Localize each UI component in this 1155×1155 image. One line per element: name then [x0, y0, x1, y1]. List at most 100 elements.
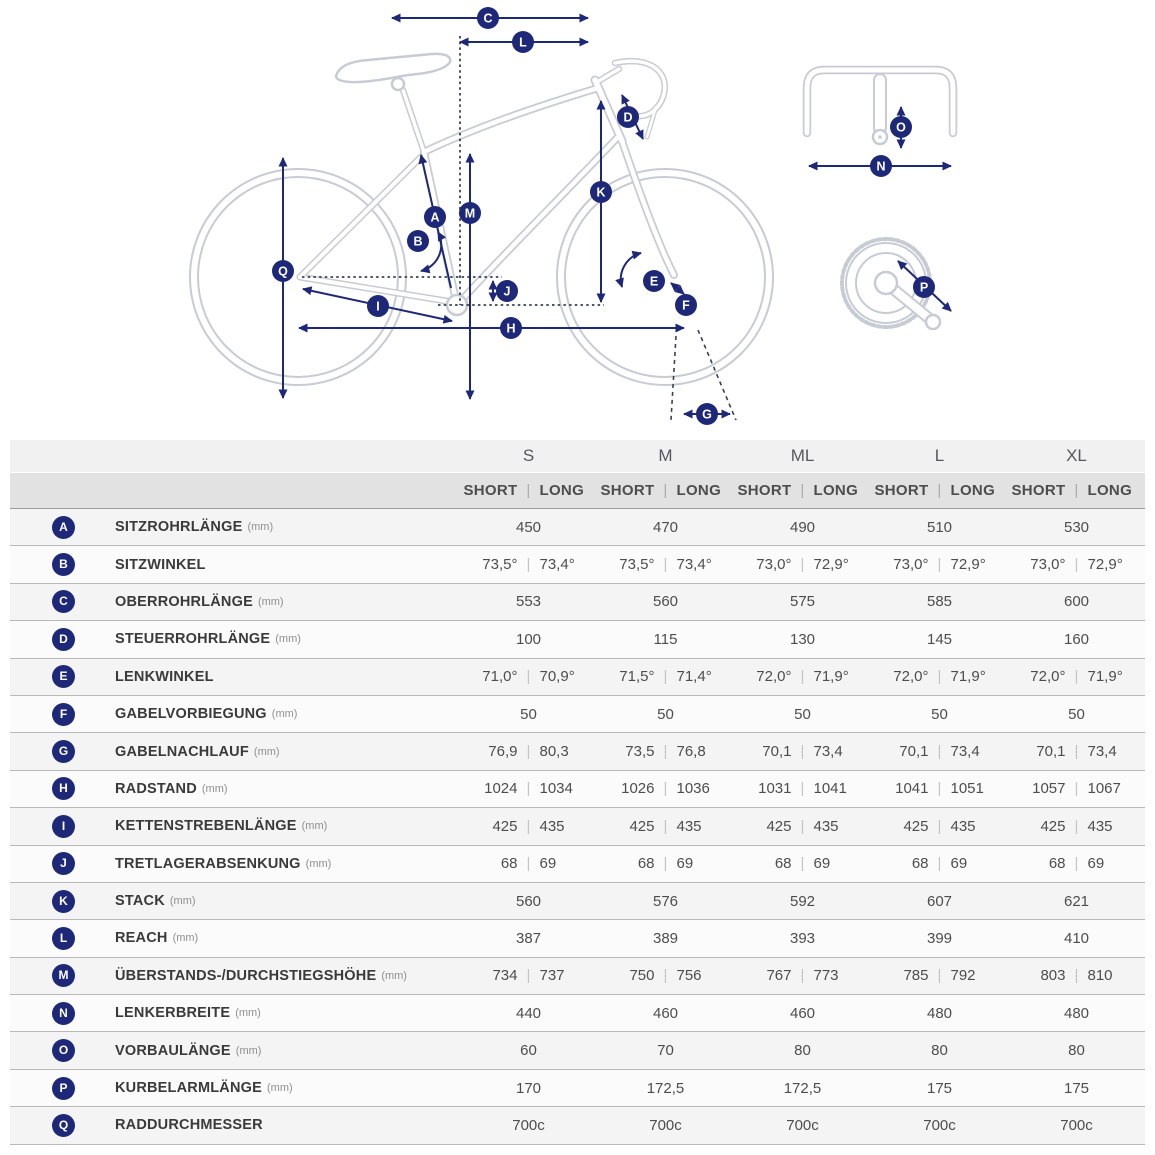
value-cell: 480	[1008, 1005, 1145, 1022]
value-short: 425	[1040, 817, 1066, 835]
value-long: 73,4°	[676, 556, 712, 574]
value-short: 73,5°	[619, 556, 655, 574]
value-short: 767	[766, 967, 792, 985]
row-unit: (mm)	[257, 595, 284, 608]
row-header: D STEUERROHRLÄNGE (mm)	[10, 627, 460, 651]
row-label: TRETLAGERABSENKUNG	[115, 855, 301, 872]
size-column-header-s: S	[522, 446, 535, 465]
value-separator: |	[1074, 743, 1079, 761]
value-short: 1024	[484, 780, 518, 798]
marker-circle	[367, 295, 389, 317]
marker-circle	[500, 317, 522, 339]
value: 100	[515, 630, 542, 648]
value-cell: 803 | 810	[1008, 967, 1145, 984]
value-short: 68	[774, 855, 792, 873]
value-long: 70,9°	[539, 668, 575, 686]
value-cell: 80	[871, 1042, 1008, 1059]
value-cell: 73,5 | 76,8	[597, 743, 734, 760]
row-label: SITZWINKEL	[115, 556, 206, 573]
value: 50	[794, 705, 811, 723]
row-label: STEUERROHRLÄNGE	[115, 631, 271, 648]
row-letter-badge: C	[52, 590, 75, 614]
table-row-p: P KURBELARMLÄNGE (mm) 170 172,5 172,5 175 175	[10, 1069, 1145, 1108]
value-long: 1036	[676, 780, 710, 798]
value-separator: |	[937, 743, 942, 761]
value-separator: |	[1074, 855, 1079, 873]
table-row-l: L REACH (mm) 387 389 393 399 410	[10, 920, 1145, 958]
value-cell: 72,0° | 71,9°	[871, 668, 1008, 685]
row-letter-badge: P	[52, 1076, 75, 1100]
row-unit: (mm)	[235, 1007, 261, 1020]
value: 700c	[512, 1116, 545, 1134]
row-label: SITZROHRLÄNGE	[115, 519, 243, 536]
value-short: 425	[492, 817, 518, 835]
value: 700c	[786, 1116, 819, 1134]
marker-letter: O	[896, 121, 906, 135]
geometry-table: S M ML L XL SHORT | LONG SHORT | LONG SHORT | LONG SH…	[10, 440, 1145, 1145]
value-long: 435	[539, 817, 565, 835]
value: 480	[1063, 1004, 1090, 1022]
diagram-marker-g: G	[696, 403, 718, 425]
value-short: 68	[1048, 855, 1066, 873]
variant-separator: |	[800, 482, 805, 499]
value-short: 70,1	[1036, 743, 1066, 761]
row-header: B SITZWINKEL	[10, 553, 460, 577]
value-separator: |	[663, 668, 668, 686]
table-row-q: Q RADDURCHMESSER 700c 700c 700c 700c 700c	[10, 1107, 1145, 1145]
value-long: 69	[813, 855, 831, 873]
value: 172,5	[783, 1079, 822, 1097]
value-short: 1031	[758, 780, 792, 798]
row-header: H RADSTAND (mm)	[10, 777, 460, 801]
value-cell: 1031 | 1041	[734, 780, 871, 797]
value-cell: 1057 | 1067	[1008, 780, 1145, 797]
variant-header-ml: SHORT | LONG	[734, 482, 871, 499]
trail-dashed-lines	[670, 329, 737, 421]
value-separator: |	[800, 743, 805, 761]
value-separator: |	[526, 556, 531, 574]
value: 50	[520, 705, 537, 723]
bike-frame-outline	[296, 58, 678, 309]
value: 470	[652, 518, 679, 536]
diagram-marker-q: Q	[272, 260, 294, 282]
value-long: 71,9°	[1087, 668, 1123, 686]
value-separator: |	[800, 556, 805, 574]
value: 576	[652, 892, 679, 910]
value: 410	[1063, 929, 1090, 947]
table-row-g: G GABELNACHLAUF (mm) 76,9 | 80,3 73,5 | 76,8 70,1…	[10, 733, 1145, 771]
value-long: 73,4	[813, 743, 843, 761]
value-separator: |	[800, 855, 805, 873]
value-cell: 389	[597, 930, 734, 947]
diagram-marker-i: I	[367, 295, 389, 317]
row-letter-badge: E	[52, 665, 75, 689]
value-short: 1057	[1032, 780, 1066, 798]
value: 50	[1068, 705, 1085, 723]
value-short: 70,1	[899, 743, 929, 761]
value-cell: 410	[1008, 930, 1145, 947]
value: 80	[931, 1042, 948, 1060]
row-letter-badge: J	[52, 852, 75, 876]
value-cell: 80	[1008, 1042, 1145, 1059]
value-short: 71,5°	[619, 668, 655, 686]
row-header: E LENKWINKEL	[10, 665, 460, 689]
value-cell: 767 | 773	[734, 967, 871, 984]
value: 460	[789, 1004, 816, 1022]
marker-letter: B	[413, 235, 422, 249]
row-letter-badge: F	[52, 702, 75, 726]
value-separator: |	[663, 817, 668, 835]
value-cell: 68 | 69	[1008, 855, 1145, 872]
variant-separator: |	[526, 482, 531, 499]
marker-circle	[496, 280, 518, 302]
row-header: J TRETLAGERABSENKUNG (mm)	[10, 852, 460, 876]
row-header: N LENKERBREITE (mm)	[10, 1001, 460, 1025]
marker-letter: M	[465, 207, 475, 221]
value: 175	[1063, 1079, 1090, 1097]
value-cell: 592	[734, 893, 871, 910]
marker-circle	[890, 116, 912, 138]
value-cell: 72,0° | 71,9°	[734, 668, 871, 685]
value-cell: 490	[734, 519, 871, 536]
value-long: 73,4	[950, 743, 980, 761]
size-header-row: S M ML L XL	[10, 440, 1145, 472]
value-separator: |	[526, 817, 531, 835]
marker-letter: C	[483, 12, 492, 26]
value-separator: |	[800, 817, 805, 835]
